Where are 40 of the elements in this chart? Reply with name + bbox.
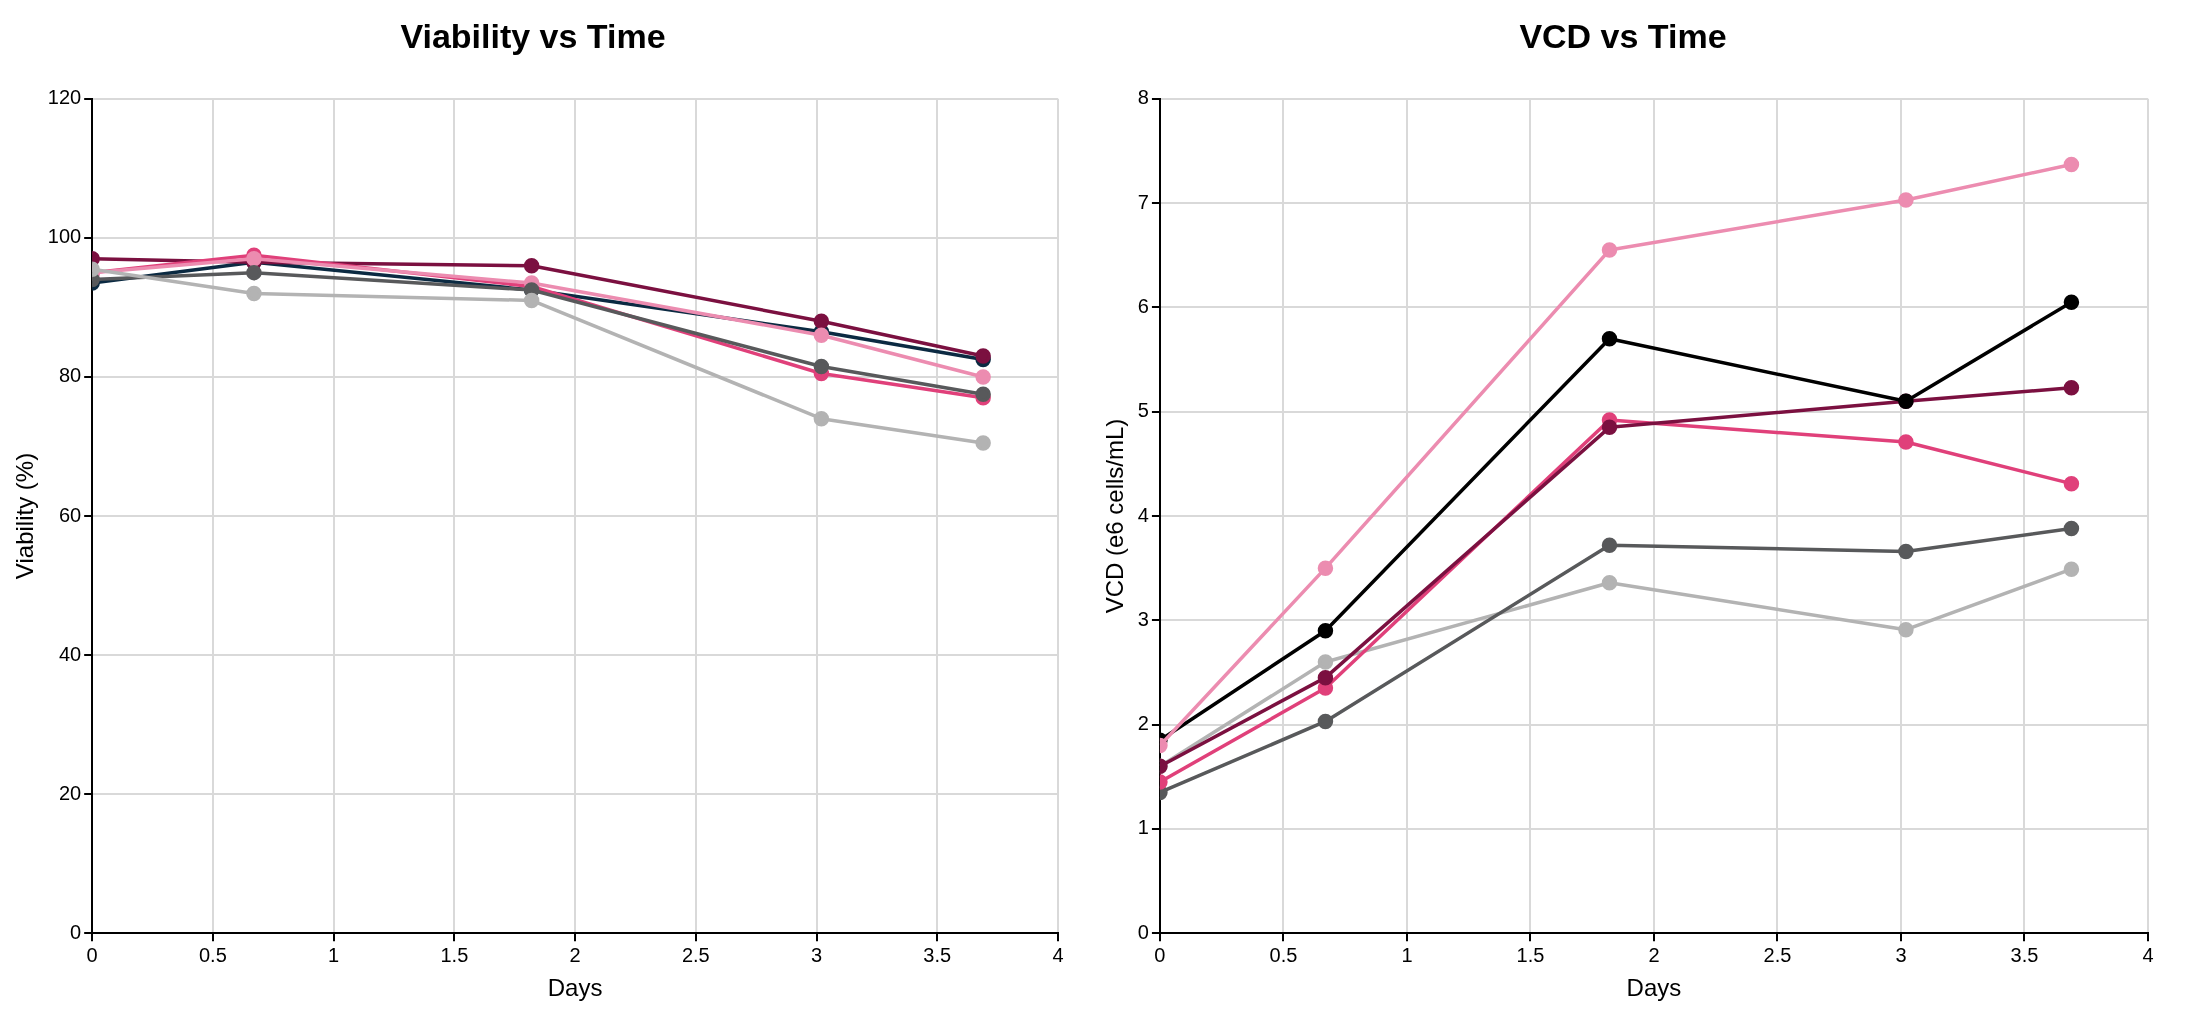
y-tick-label: 3 (1137, 607, 1149, 630)
x-tick-label: 4 (2142, 943, 2154, 966)
y-tick-label: 20 (58, 781, 82, 804)
x-tick-label: 1.5 (1516, 943, 1545, 966)
y-tick-label: 100 (47, 225, 82, 248)
x-tick-label: 0 (86, 943, 98, 966)
y-axis-title: VCD (e6 cells/mL) (1101, 418, 1129, 614)
y-tick-label: 1 (1137, 816, 1149, 839)
x-tick-label: 3 (1895, 943, 1907, 966)
x-tick-label: 1 (1401, 943, 1413, 966)
x-tick-label: 3 (810, 943, 823, 966)
y-tick-label: 0 (1137, 920, 1149, 943)
x-tick-label: 0.5 (1269, 943, 1298, 966)
x-tick-label: 2.5 (681, 943, 710, 966)
y-tick-label: 60 (58, 503, 82, 526)
x-tick-label: 2 (569, 943, 581, 966)
x-tick-label: 1.5 (440, 943, 469, 966)
x-tick-label: 3.5 (923, 943, 952, 966)
y-tick-label: 8 (1137, 86, 1149, 109)
y-tick-label: 5 (1137, 399, 1149, 422)
x-tick-label: 1 (328, 943, 340, 966)
y-tick-label: 0 (70, 920, 82, 943)
x-axis-title: Days (547, 974, 603, 1002)
y-tick-label: 40 (58, 642, 82, 665)
y-tick-label: 2 (1137, 712, 1149, 735)
x-tick-label: 3.5 (2010, 943, 2039, 966)
y-tick-label: 80 (58, 364, 82, 387)
x-axis-title: Days (1626, 974, 1682, 1002)
x-tick-label: 2.5 (1763, 943, 1792, 966)
y-tick-label: 7 (1137, 190, 1149, 213)
x-tick-label: 0 (1154, 943, 1166, 966)
chart-title: Viability vs Time (400, 16, 666, 55)
chart-title: VCD vs Time (1519, 16, 1727, 55)
x-tick-label: 0.5 (198, 943, 227, 966)
y-tick-label: 4 (1137, 503, 1149, 526)
x-tick-label: 4 (1052, 943, 1064, 966)
y-tick-label: 6 (1137, 294, 1149, 317)
y-axis-title: Viability (%) (11, 452, 39, 580)
y-tick-label: 120 (47, 86, 82, 109)
x-tick-label: 2 (1648, 943, 1660, 966)
